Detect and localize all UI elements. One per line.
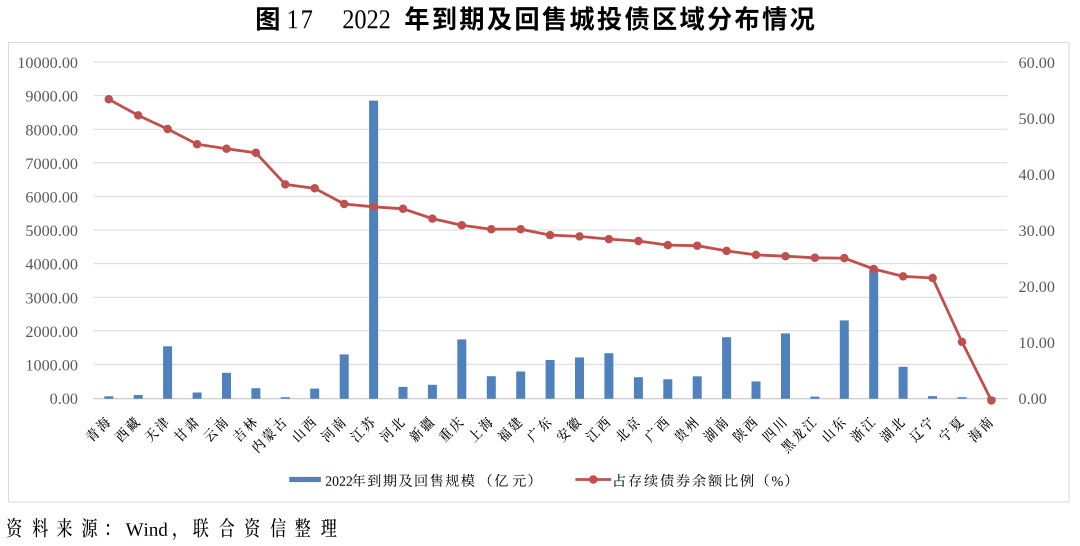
svg-text:3000.00: 3000.00 bbox=[25, 289, 78, 307]
svg-text:6000.00: 6000.00 bbox=[25, 189, 78, 207]
svg-text:40.00: 40.00 bbox=[1019, 166, 1055, 184]
svg-text:7000.00: 7000.00 bbox=[25, 155, 78, 173]
svg-text:30.00: 30.00 bbox=[1019, 222, 1055, 240]
svg-text:20.00: 20.00 bbox=[1019, 278, 1055, 296]
svg-text:0.00: 0.00 bbox=[50, 390, 78, 408]
svg-text:1000.00: 1000.00 bbox=[25, 357, 78, 375]
svg-text:60.00: 60.00 bbox=[1019, 54, 1055, 72]
svg-text:8000.00: 8000.00 bbox=[25, 121, 78, 139]
svg-text:2000.00: 2000.00 bbox=[25, 323, 78, 341]
svg-text:5000.00: 5000.00 bbox=[25, 222, 78, 240]
svg-text:10.00: 10.00 bbox=[1019, 334, 1055, 352]
svg-text:4000.00: 4000.00 bbox=[25, 256, 78, 274]
svg-text:0.00: 0.00 bbox=[1019, 390, 1047, 408]
svg-text:50.00: 50.00 bbox=[1019, 110, 1055, 128]
svg-text:10000.00: 10000.00 bbox=[17, 54, 78, 72]
svg-text:9000.00: 9000.00 bbox=[25, 88, 78, 106]
